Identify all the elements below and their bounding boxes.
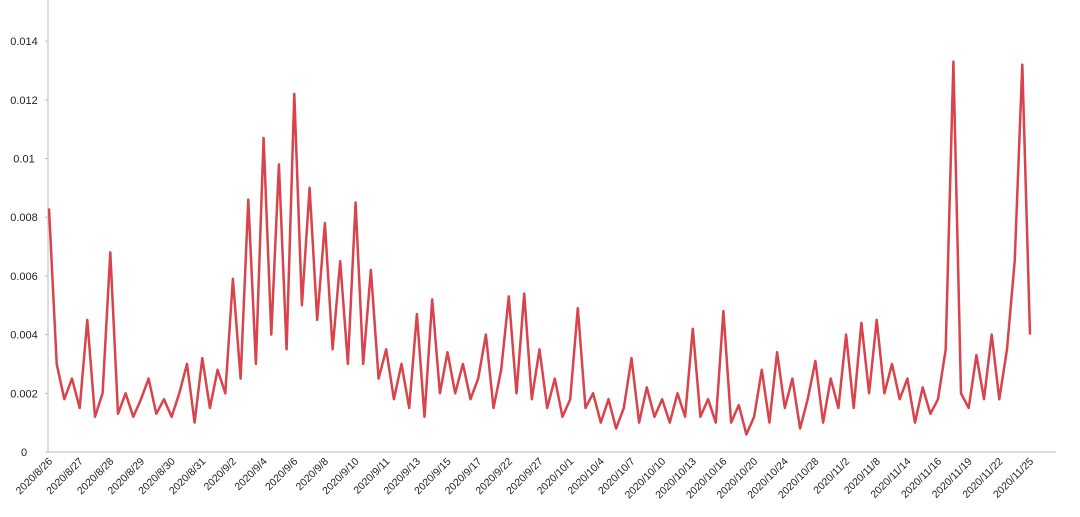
- y-tick-label: 0.008: [10, 212, 38, 224]
- y-tick-label: 0.01: [13, 153, 34, 165]
- x-tick-label: 2020/9/6: [263, 456, 300, 493]
- data-line: [47, 60, 1032, 436]
- y-tick-label: 0.002: [10, 388, 38, 400]
- x-tick-label: 2020/9/2: [202, 456, 239, 493]
- y-tick-label: 0.014: [10, 36, 38, 48]
- y-tick-label: 0.004: [10, 330, 38, 342]
- y-tick-label: 0.012: [10, 95, 38, 107]
- y-tick-label: 0: [21, 447, 27, 459]
- y-tick-label: 0.006: [10, 271, 38, 283]
- x-tick-label: 2020/9/4: [232, 456, 269, 493]
